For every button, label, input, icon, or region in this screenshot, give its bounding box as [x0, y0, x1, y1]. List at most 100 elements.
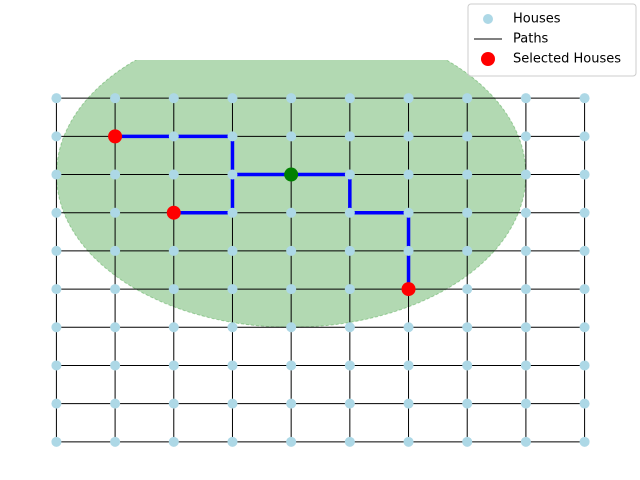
legend-marker — [481, 52, 495, 66]
house — [462, 284, 473, 295]
house — [579, 360, 590, 371]
house — [520, 93, 531, 104]
house — [227, 93, 238, 104]
house — [110, 284, 121, 295]
house — [286, 131, 297, 142]
house — [520, 131, 531, 142]
house — [286, 207, 297, 218]
house — [51, 93, 62, 104]
house — [51, 284, 62, 295]
house — [344, 131, 355, 142]
house — [520, 322, 531, 333]
legend-label: Selected Houses — [513, 52, 621, 67]
house — [110, 398, 121, 409]
house — [168, 169, 179, 180]
house — [579, 131, 590, 142]
house — [286, 322, 297, 333]
house — [579, 169, 590, 180]
house — [168, 245, 179, 256]
house — [51, 322, 62, 333]
house — [462, 398, 473, 409]
legend: Houses Paths Selected Houses — [467, 3, 637, 77]
house — [579, 398, 590, 409]
house — [168, 322, 179, 333]
plot-area — [51, 60, 590, 447]
house — [462, 169, 473, 180]
house — [227, 360, 238, 371]
house — [403, 360, 414, 371]
selected-house — [108, 129, 123, 144]
house — [403, 322, 414, 333]
house — [520, 436, 531, 447]
house — [344, 360, 355, 371]
house — [462, 131, 473, 142]
house — [110, 245, 121, 256]
house — [227, 207, 238, 218]
house — [168, 398, 179, 409]
house — [462, 245, 473, 256]
house — [286, 93, 297, 104]
legend-label: Paths — [513, 32, 549, 47]
house — [579, 436, 590, 447]
house — [462, 93, 473, 104]
legend-frame — [467, 3, 637, 77]
house — [579, 284, 590, 295]
house — [110, 322, 121, 333]
house — [168, 360, 179, 371]
house — [227, 322, 238, 333]
house — [462, 360, 473, 371]
house — [286, 436, 297, 447]
selected-house — [166, 205, 181, 220]
house — [403, 207, 414, 218]
house — [403, 436, 414, 447]
house — [344, 207, 355, 218]
house — [51, 398, 62, 409]
house — [344, 322, 355, 333]
house — [520, 398, 531, 409]
house — [51, 360, 62, 371]
house — [403, 169, 414, 180]
legend-label: Houses — [513, 12, 561, 27]
legend-marker — [483, 14, 493, 24]
house — [344, 245, 355, 256]
house — [462, 207, 473, 218]
house — [579, 207, 590, 218]
house — [227, 169, 238, 180]
house — [110, 360, 121, 371]
house — [110, 207, 121, 218]
house — [403, 93, 414, 104]
house — [520, 169, 531, 180]
house — [520, 284, 531, 295]
house — [579, 322, 590, 333]
house — [110, 169, 121, 180]
house — [286, 245, 297, 256]
house — [51, 245, 62, 256]
house — [227, 245, 238, 256]
house — [227, 398, 238, 409]
house — [51, 207, 62, 218]
house — [520, 360, 531, 371]
house — [403, 131, 414, 142]
house — [344, 169, 355, 180]
house — [168, 93, 179, 104]
house — [110, 93, 121, 104]
house — [344, 93, 355, 104]
house — [168, 131, 179, 142]
house — [286, 398, 297, 409]
selected-house — [401, 282, 416, 297]
house — [286, 284, 297, 295]
house — [403, 245, 414, 256]
house — [344, 436, 355, 447]
house — [462, 322, 473, 333]
house — [227, 284, 238, 295]
house — [168, 284, 179, 295]
center-house — [284, 167, 299, 182]
house — [520, 207, 531, 218]
house — [51, 436, 62, 447]
house — [286, 360, 297, 371]
house — [344, 398, 355, 409]
house — [110, 436, 121, 447]
house — [168, 436, 179, 447]
house — [579, 93, 590, 104]
